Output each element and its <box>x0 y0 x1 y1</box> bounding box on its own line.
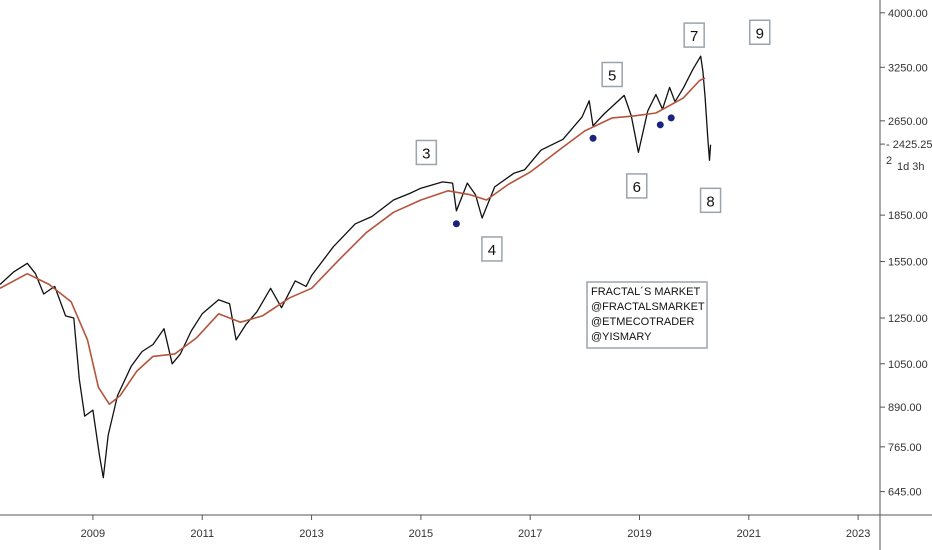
y-tick-label: 645.00 <box>888 487 922 499</box>
wave-label-box <box>481 236 503 262</box>
y-tick-label: 765.00 <box>888 442 922 454</box>
wave-label-box <box>699 187 722 214</box>
wave-label-8: 8 <box>699 187 722 214</box>
series-line-1 <box>0 55 712 479</box>
plot-area <box>0 55 712 479</box>
x-tick-label: 2015 <box>409 528 433 540</box>
wave-marker-dot <box>667 114 675 122</box>
x-tick-label: 2009 <box>81 528 105 540</box>
wave-label-7: 7 <box>683 22 705 48</box>
series-line-2 <box>0 77 706 405</box>
price-label-secondary: 2 <box>886 155 892 167</box>
x-tick-label: 2019 <box>627 528 651 540</box>
wave-label-box <box>415 139 438 166</box>
y-axis: 4000.00 3250.00 2650.00 1850.00 1550.00 1250.… <box>879 0 928 550</box>
wave-label-box <box>601 61 623 88</box>
watermark-note: FRACTAL´S MARKET @FRACTALSMARKET @ETMECOTR… <box>586 281 708 349</box>
wave-label-box <box>749 19 771 46</box>
note-line: @YISMARY <box>591 331 652 343</box>
y-tick-label: 1050.00 <box>888 359 928 371</box>
y-tick-label: 890.00 <box>888 402 922 414</box>
wave-label-text: 5 <box>608 67 616 84</box>
wave-label-text: 6 <box>633 179 641 196</box>
current-price-label: - 2425.25 <box>886 139 932 151</box>
y-tick-label: 2650.00 <box>888 116 928 128</box>
y-tick-label: 4000.00 <box>888 8 928 20</box>
x-tick-label: 2021 <box>737 528 761 540</box>
wave-label-6: 6 <box>626 173 648 199</box>
wave-label-9: 9 <box>749 19 771 46</box>
x-axis: 2009 2011 2013 2015 2017 2019 2021 2023 <box>0 514 932 540</box>
wave-label-box <box>683 22 705 48</box>
wave-label-text: 4 <box>488 242 496 259</box>
price-tags: - 2425.25 2 1d 3h <box>880 139 932 173</box>
y-tick-label: 1850.00 <box>888 210 928 222</box>
wave-label-text: 3 <box>422 145 430 162</box>
wave-annotations: 3 4 5 6 7 8 9 <box>415 19 771 262</box>
y-tick-label: 1550.00 <box>888 257 928 269</box>
wave-label-3: 3 <box>415 139 438 166</box>
note-line: FRACTAL´S MARKET <box>591 286 700 298</box>
y-tick-label: 3250.00 <box>888 62 928 74</box>
wave-marker-dot <box>656 121 664 129</box>
wave-label-text: 7 <box>690 28 698 45</box>
note-box <box>586 281 708 349</box>
wave-label-5: 5 <box>601 61 623 88</box>
wave-marker-dot <box>589 134 597 142</box>
x-tick-label: 2023 <box>846 528 870 540</box>
note-line: @ETMECOTRADER <box>591 316 695 328</box>
y-tick-label: 1250.00 <box>888 313 928 325</box>
wave-label-box <box>626 173 648 199</box>
x-tick-label: 2011 <box>190 528 214 540</box>
wave-label-text: 9 <box>756 25 764 42</box>
wave-label-text: 8 <box>706 193 714 210</box>
note-line: @FRACTALSMARKET <box>591 301 705 313</box>
wave-marker-dot <box>452 220 460 228</box>
x-tick-label: 2017 <box>518 528 542 540</box>
timeframe-label: 1d 3h <box>897 161 925 173</box>
wave-label-4: 4 <box>481 236 503 262</box>
x-tick-label: 2013 <box>299 528 323 540</box>
